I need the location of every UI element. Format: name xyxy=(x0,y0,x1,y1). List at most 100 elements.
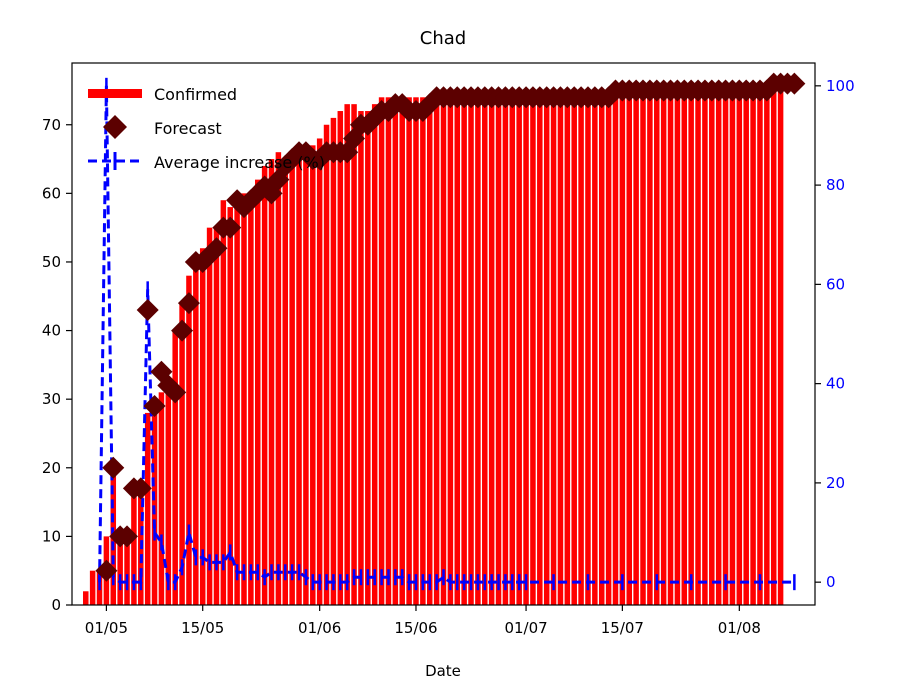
forecast-point xyxy=(219,216,242,239)
confirmed-bar xyxy=(179,303,185,605)
confirmed-bar xyxy=(454,97,461,606)
confirmed-bar xyxy=(234,200,240,605)
confirmed-bar xyxy=(213,227,220,605)
confirmed-bar xyxy=(282,159,289,606)
confirmed-bar xyxy=(674,97,681,606)
confirmed-bar xyxy=(323,124,330,605)
confirmed-bar xyxy=(640,97,646,606)
confirmed-bar xyxy=(482,97,488,606)
confirmed-bar xyxy=(571,97,577,606)
confirmed-bar xyxy=(117,536,123,605)
confirmed-bar xyxy=(585,97,591,606)
average-increase-layer xyxy=(98,77,796,591)
confirmed-bar xyxy=(255,179,261,605)
confirmed-bar xyxy=(310,145,316,605)
y-tick-label: 10 xyxy=(42,527,61,545)
confirmed-bar xyxy=(537,97,543,606)
confirmed-bar xyxy=(420,97,426,606)
forecast-point xyxy=(171,319,194,342)
confirmed-bar xyxy=(764,97,770,606)
confirmed-bar xyxy=(193,261,199,605)
confirmed-bar xyxy=(743,97,749,606)
x-tick-label: 15/07 xyxy=(601,619,644,637)
confirmed-bar xyxy=(303,152,309,605)
confirmed-bar xyxy=(647,97,653,606)
confirmed-bar xyxy=(564,97,571,606)
confirmed-bar xyxy=(475,97,481,606)
forecast-point xyxy=(164,381,187,404)
forecast-point xyxy=(191,250,214,273)
confirmed-bar xyxy=(385,97,392,606)
forecast-point xyxy=(129,477,152,500)
confirmed-bar xyxy=(275,152,282,605)
confirmed-bar xyxy=(426,97,433,606)
x-axis-label: Date xyxy=(425,662,461,680)
confirmed-bar xyxy=(626,97,632,606)
confirmed-bar xyxy=(516,97,522,606)
confirmed-bar xyxy=(248,193,254,605)
forecast-point xyxy=(783,72,806,95)
confirmed-bar xyxy=(523,97,529,606)
y-tick-label: 0 xyxy=(51,596,61,614)
confirmed-bar xyxy=(433,97,440,606)
y2-tick-label: 80 xyxy=(826,176,845,194)
confirmed-bar xyxy=(186,275,192,605)
confirmed-bar xyxy=(330,117,337,605)
confirmed-bar xyxy=(488,97,495,606)
confirmed-bar xyxy=(241,193,247,605)
confirmed-bar xyxy=(406,97,412,606)
confirmed-bar xyxy=(227,207,233,605)
x-axis: 01/05 15/05 01/06 15/06 01/07 15/07 01/08 xyxy=(85,605,761,637)
confirmed-bar xyxy=(592,97,598,606)
chart-title: Chad xyxy=(420,28,466,49)
confirmed-bar xyxy=(509,97,516,606)
y2-tick-label: 20 xyxy=(826,474,845,492)
x-tick-label: 15/06 xyxy=(394,619,437,637)
legend-confirmed-label: Confirmed xyxy=(154,85,237,104)
confirmed-bar xyxy=(399,97,405,606)
confirmed-bar xyxy=(605,97,612,606)
forecast-point xyxy=(102,456,125,479)
y-axis-left: 0 10 20 30 40 50 60 70 xyxy=(42,116,72,614)
y2-tick-label: 60 xyxy=(826,275,845,293)
y2-tick-label: 40 xyxy=(826,375,845,393)
x-tick-label: 01/07 xyxy=(504,619,547,637)
confirmed-bar xyxy=(413,97,419,606)
y-tick-label: 70 xyxy=(42,116,61,134)
confirmed-bar xyxy=(750,97,756,606)
y-tick-label: 30 xyxy=(42,390,61,408)
confirmed-bar xyxy=(89,570,96,605)
confirmed-bar xyxy=(358,111,364,605)
forecast-point xyxy=(177,292,200,315)
legend-forecast-marker xyxy=(103,115,127,139)
confirmed-bar xyxy=(660,97,667,606)
legend-forecast-label: Forecast xyxy=(154,119,222,138)
confirmed-bar xyxy=(268,159,275,606)
confirmed-bar xyxy=(557,97,564,606)
confirmed-bar xyxy=(378,97,385,606)
confirmed-bar xyxy=(365,111,371,605)
forecast-markers xyxy=(95,72,806,582)
forecast-point xyxy=(205,237,228,260)
x-tick-label: 15/05 xyxy=(181,619,224,637)
y2-tick-label: 0 xyxy=(826,573,836,591)
confirmed-bar xyxy=(530,97,536,606)
confirmed-bar xyxy=(612,97,619,606)
y-tick-label: 20 xyxy=(42,459,61,477)
confirmed-bar xyxy=(165,385,172,605)
confirmed-bar xyxy=(715,97,722,606)
y-tick-label: 40 xyxy=(42,322,61,340)
confirmed-bar xyxy=(502,97,509,606)
legend-average-label: Average increase (%) xyxy=(154,153,325,172)
confirmed-bar xyxy=(344,104,350,605)
confirmed-bar xyxy=(296,152,302,605)
confirmed-bar xyxy=(654,97,660,606)
confirmed-bar xyxy=(550,97,557,606)
confirmed-bar xyxy=(351,104,357,605)
forecast-point xyxy=(143,395,166,418)
confirmed-bar xyxy=(131,488,137,605)
y-tick-label: 50 xyxy=(42,253,61,271)
confirmed-bar xyxy=(777,83,784,605)
confirmed-bar xyxy=(199,248,206,606)
confirmed-bar xyxy=(709,97,715,606)
